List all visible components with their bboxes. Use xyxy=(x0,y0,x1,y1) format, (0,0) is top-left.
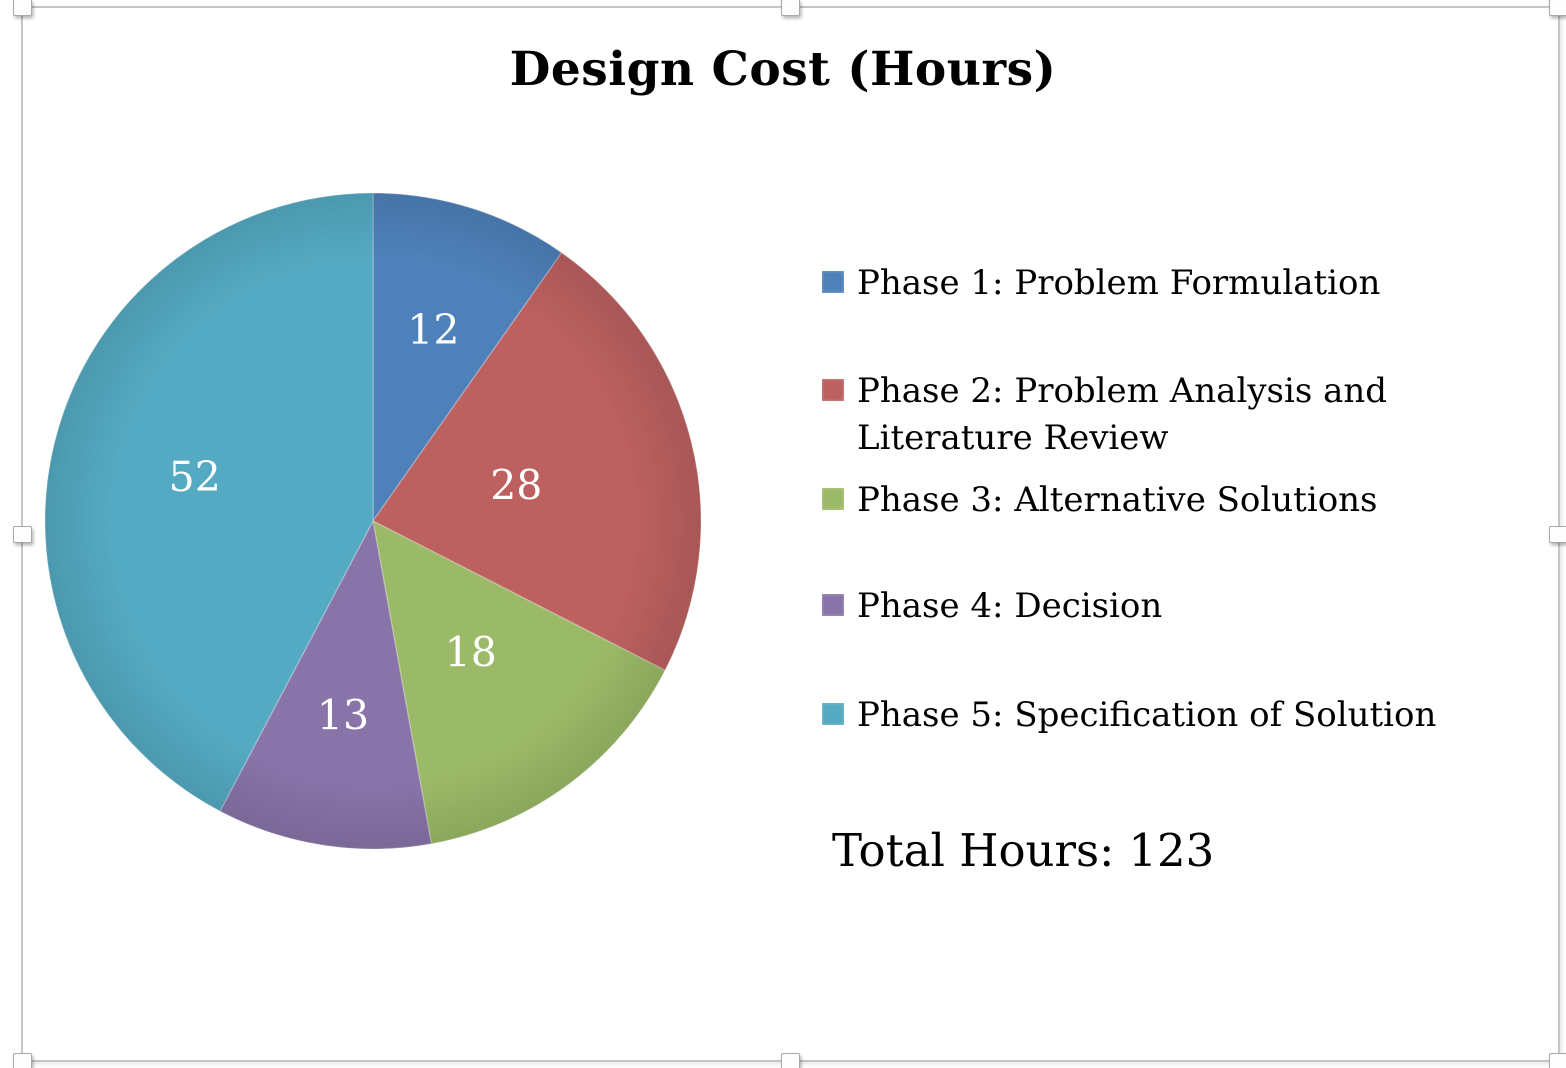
total-hours-value: 123 xyxy=(1128,824,1215,877)
legend-label-phase-1: Phase 1: Problem Formulation xyxy=(857,263,1381,303)
pie-data-label-phase-4: 13 xyxy=(317,691,369,739)
legend-swatch-phase-1 xyxy=(822,271,844,293)
pie-data-label-phase-3: 18 xyxy=(445,629,497,677)
total-hours-text: Total Hours: 123 xyxy=(832,824,1214,877)
legend-label-phase-2: Phase 2: Problem Analysis and Literature… xyxy=(857,371,1388,458)
legend-label-phase-5: Phase 5: Specification of Solution xyxy=(857,695,1437,735)
pie-data-label-phase-5: 52 xyxy=(169,453,221,501)
resize-handle-bottom-center[interactable] xyxy=(781,1053,800,1068)
legend-item-phase-3[interactable]: Phase 3: Alternative Solutions xyxy=(822,477,1378,524)
resize-handle-middle-left[interactable] xyxy=(13,526,32,543)
resize-handle-bottom-left[interactable] xyxy=(13,1053,32,1068)
total-hours-label: Total Hours: xyxy=(832,824,1115,877)
resize-handle-middle-right[interactable] xyxy=(1549,526,1566,543)
legend-swatch-phase-2 xyxy=(822,379,844,401)
legend-item-phase-1[interactable]: Phase 1: Problem Formulation xyxy=(822,260,1380,307)
pie-data-label-phase-1: 12 xyxy=(407,306,459,354)
legend-item-phase-4[interactable]: Phase 4: Decision xyxy=(822,583,1162,630)
legend-swatch-phase-4 xyxy=(822,594,844,616)
legend-label-phase-4: Phase 4: Decision xyxy=(857,586,1163,626)
resize-handle-top-center[interactable] xyxy=(781,0,800,16)
pie-chart[interactable]: 12 28 18 13 52 xyxy=(43,191,703,851)
legend-swatch-phase-5 xyxy=(822,703,844,725)
resize-handle-bottom-right[interactable] xyxy=(1549,1053,1566,1068)
legend-swatch-phase-3 xyxy=(822,488,844,510)
pie-data-label-phase-2: 28 xyxy=(490,462,542,510)
resize-handle-top-right[interactable] xyxy=(1549,0,1566,16)
chart-title[interactable]: Design Cost (Hours) xyxy=(509,42,1057,97)
legend-label-phase-3: Phase 3: Alternative Solutions xyxy=(857,480,1378,520)
resize-handle-top-left[interactable] xyxy=(13,0,32,16)
legend-item-phase-2[interactable]: Phase 2: Problem Analysis and Literature… xyxy=(822,368,1502,462)
legend-item-phase-5[interactable]: Phase 5: Specification of Solution xyxy=(822,692,1436,739)
